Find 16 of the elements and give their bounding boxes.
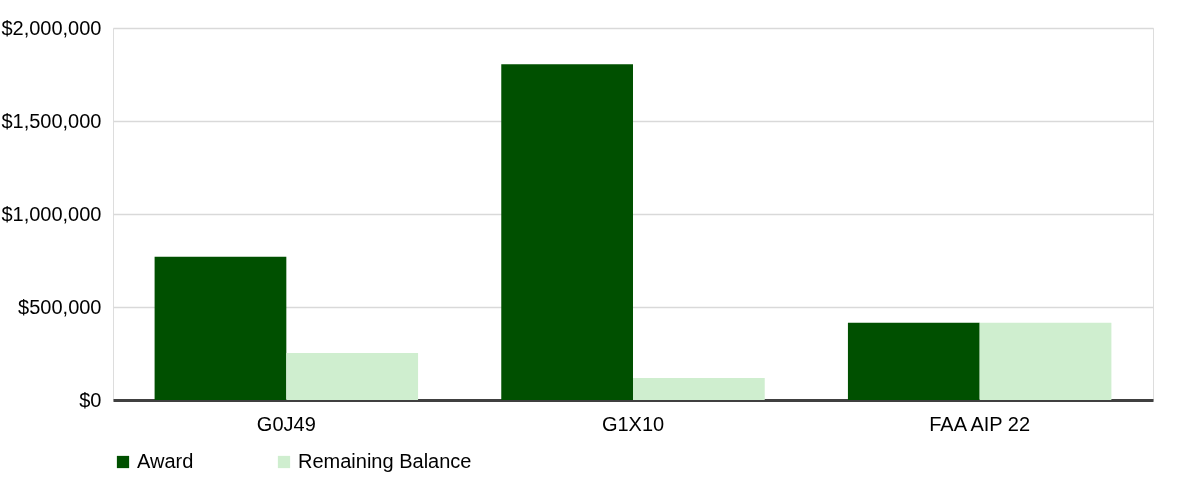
x-tick-label: FAA AIP 22 [929, 412, 1031, 435]
bar [979, 322, 1112, 400]
y-tick-label: $500,000 [18, 295, 102, 318]
y-tick-label: $1,000,000 [1, 202, 102, 225]
bar [633, 378, 765, 400]
bar [501, 64, 633, 400]
y-tick-label: $0 [79, 388, 102, 411]
y-tick-label: $1,500,000 [1, 109, 102, 132]
bar [286, 352, 419, 400]
bar [154, 256, 287, 400]
x-tick-label: G1X10 [601, 412, 665, 435]
bar [847, 322, 980, 400]
y-tick-label: $2,000,000 [1, 16, 102, 39]
x-tick-label: G0J49 [256, 412, 316, 435]
legend-label: Award [137, 450, 194, 472]
legend-label: Remaining Balance [298, 450, 472, 472]
